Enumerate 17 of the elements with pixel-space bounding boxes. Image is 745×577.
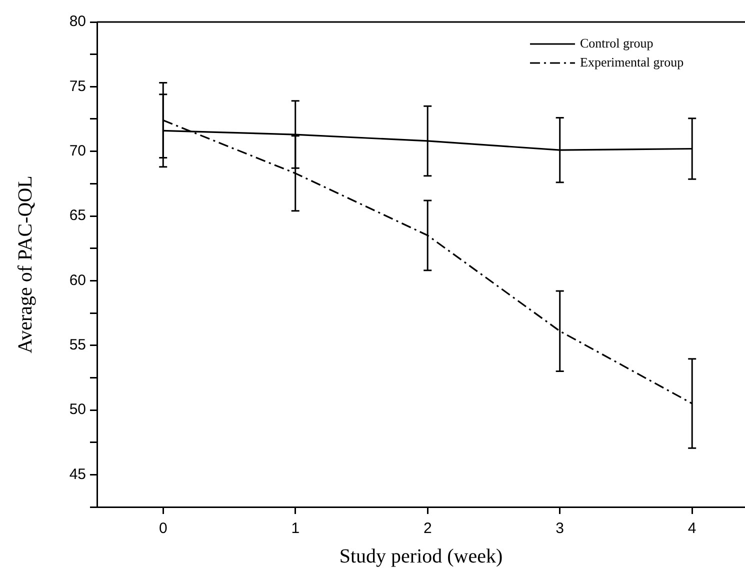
y-tick-label: 80 [69,13,86,30]
x-tick-label: 2 [423,520,432,538]
y-axis-title: Average of PAC-QOL [14,176,36,354]
y-tick-label: 70 [69,142,86,160]
legend-label: Experimental group [580,54,684,70]
y-tick-label: 50 [69,401,86,418]
x-tick-label: 0 [158,520,168,538]
y-tick-label: 60 [69,272,86,289]
legend-label: Control group [580,35,654,50]
x-tick-label: 3 [556,520,564,538]
y-tick-label: 75 [69,78,86,95]
y-tick-label: 45 [69,466,86,483]
y-tick-label: 55 [69,336,86,354]
x-axis-title: Study period (week) [339,545,503,568]
x-tick-label: 4 [688,520,696,538]
x-tick-label: 1 [291,520,300,538]
y-tick-label: 65 [69,207,86,224]
